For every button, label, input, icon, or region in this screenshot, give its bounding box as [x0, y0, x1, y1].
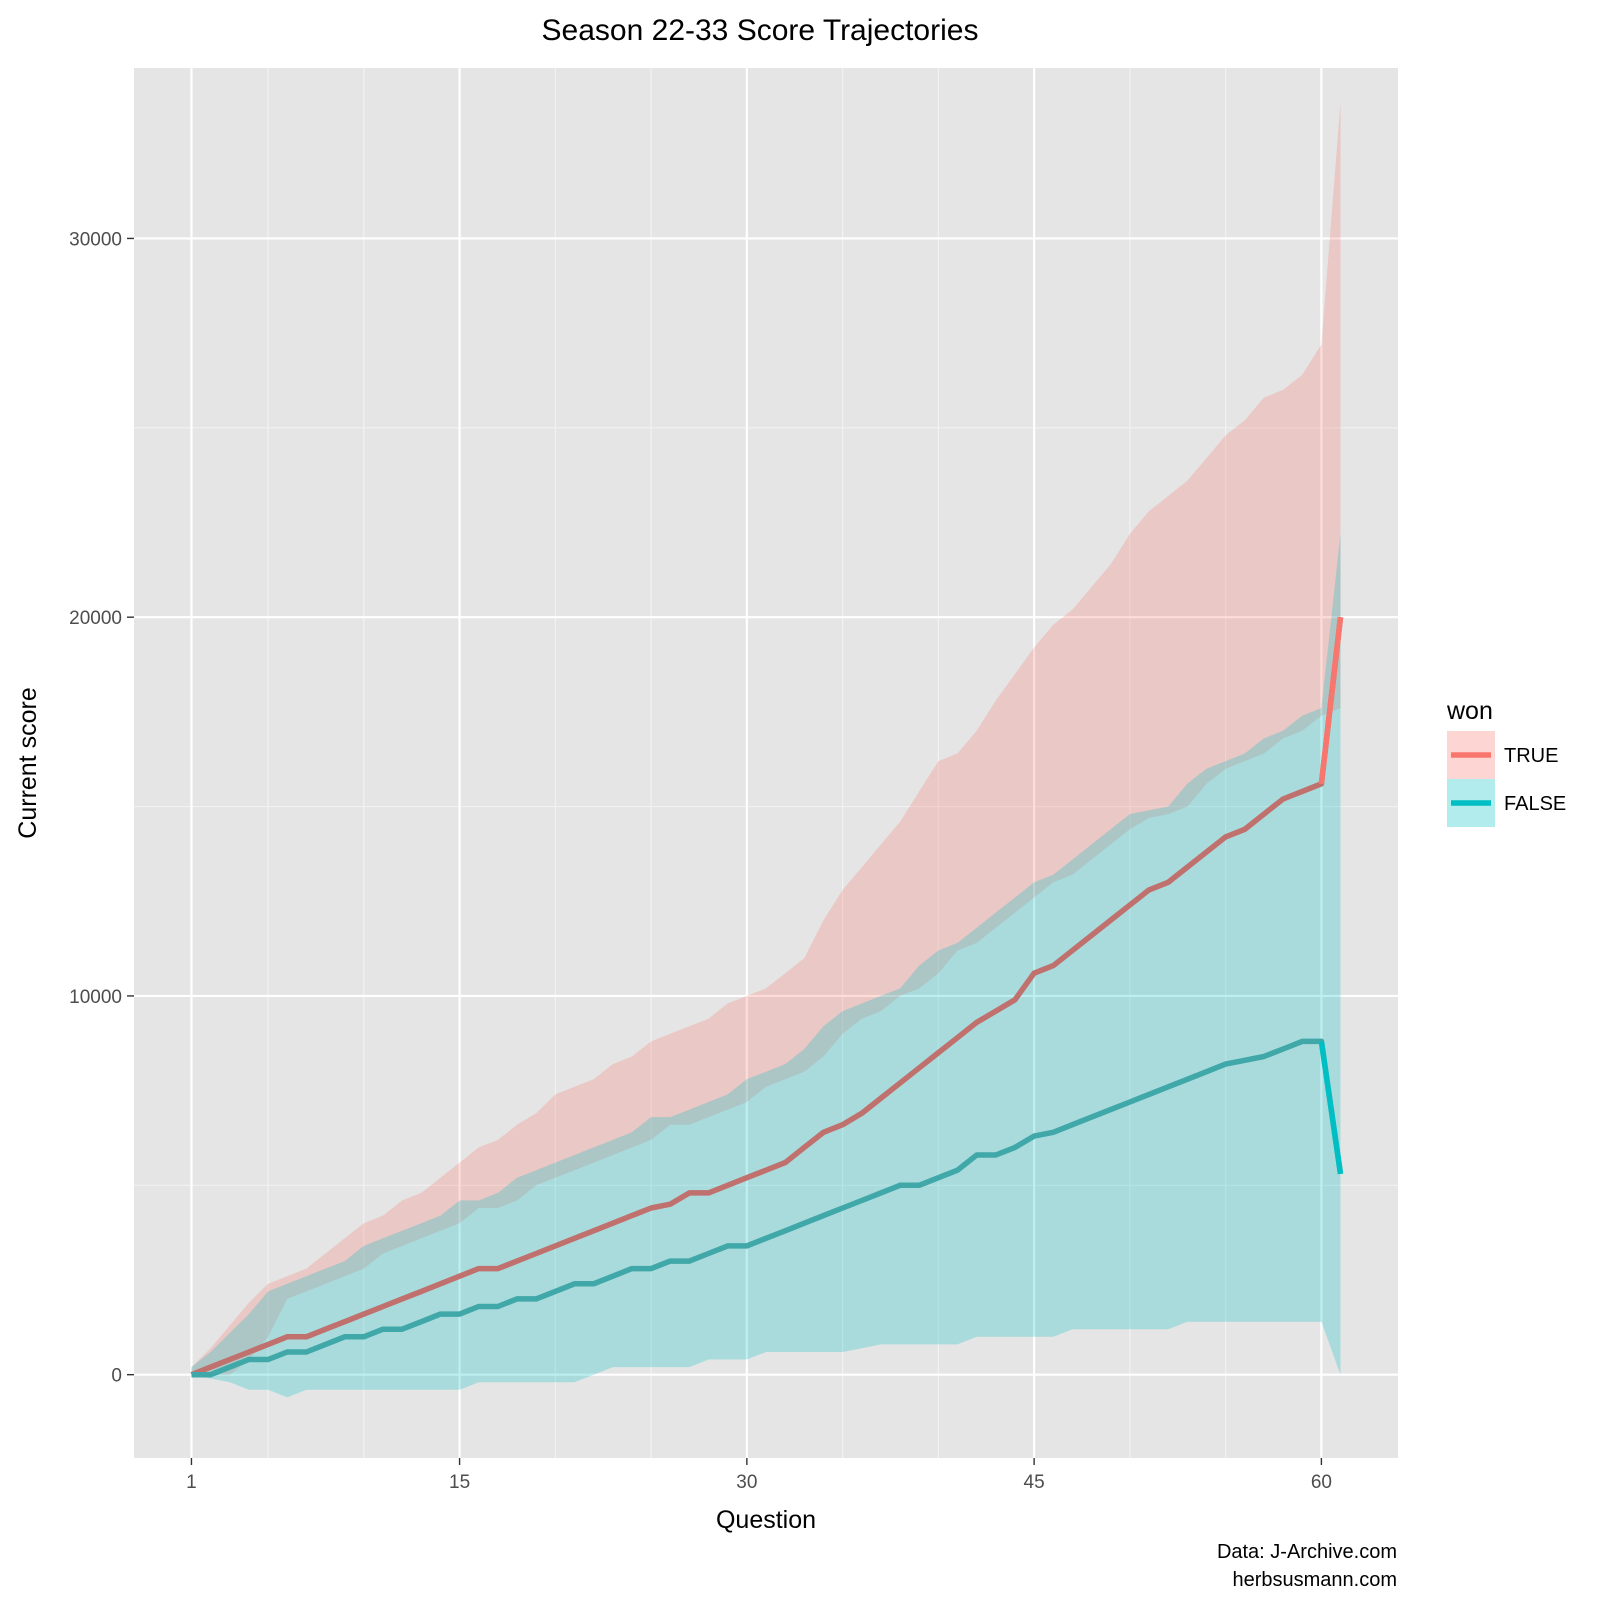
chart-title: Season 22-33 Score Trajectories — [542, 14, 979, 47]
x-tick-label: 30 — [736, 1472, 757, 1493]
y-tick-label: 20000 — [69, 608, 122, 629]
y-axis: 0 10000 20000 30000 — [69, 229, 134, 1387]
x-tick-label: 45 — [1024, 1472, 1045, 1493]
line-tail-true — [1318, 616, 1344, 785]
x-tick-label: 15 — [449, 1472, 470, 1493]
line-false — [191, 1038, 1344, 1378]
series-lines — [190, 616, 1344, 1378]
y-tick-label: 30000 — [69, 229, 122, 250]
x-tick-label: 60 — [1311, 1472, 1332, 1493]
line-tail-false — [1318, 1041, 1344, 1175]
legend-label-false: FALSE — [1504, 793, 1566, 815]
y-axis-title: Current score — [14, 687, 42, 838]
y-tick-label: 0 — [111, 1366, 122, 1387]
plot-panel — [134, 68, 1398, 1458]
x-tick-label: 1 — [186, 1472, 197, 1493]
legend-label-true: TRUE — [1504, 745, 1558, 767]
caption-source: Data: J-Archive.com — [1217, 1541, 1397, 1563]
x-axis: 1 15 30 45 60 — [186, 1458, 1332, 1493]
legend: won TRUE FALSE — [1446, 697, 1566, 827]
line-true — [190, 616, 1344, 1378]
minor-gridlines — [134, 68, 1398, 1458]
confidence-ribbons — [191, 102, 1341, 1398]
y-tick-label: 10000 — [69, 987, 122, 1008]
x-axis-title: Question — [716, 1506, 816, 1534]
ribbon-false — [191, 533, 1341, 1398]
caption-website: herbsusmann.com — [1232, 1569, 1397, 1591]
legend-title: won — [1446, 697, 1493, 725]
ribbon-true — [191, 102, 1341, 1375]
